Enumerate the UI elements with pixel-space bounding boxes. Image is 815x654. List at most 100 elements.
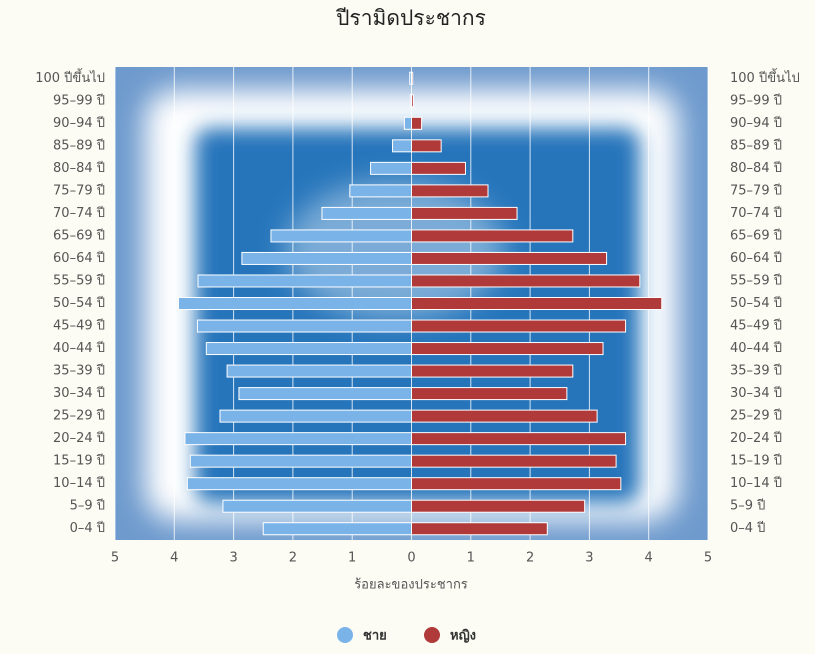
bar bbox=[411, 432, 627, 446]
y-tick-label-left: 0–4 ปี bbox=[70, 520, 105, 536]
x-axis-label: ร้อยละของประชากร bbox=[354, 578, 468, 593]
bar bbox=[321, 206, 412, 220]
y-tick-label-right: 30–34 ปี bbox=[730, 385, 782, 401]
y-tick-label-right: 90–94 ปี bbox=[730, 115, 782, 131]
x-tick-label: 4 bbox=[645, 551, 653, 566]
bar bbox=[205, 342, 412, 356]
bar bbox=[411, 116, 423, 130]
bar bbox=[411, 499, 586, 513]
bar bbox=[222, 499, 412, 513]
y-tick-label-right: 75–79 ปี bbox=[730, 182, 782, 198]
chart-title: ปีรามิดประชากร bbox=[335, 6, 486, 30]
y-tick-label-left: 50–54 ปี bbox=[53, 295, 105, 311]
y-tick-label-right: 0–4 ปี bbox=[730, 520, 765, 536]
y-tick-label-right: 80–84 ปี bbox=[730, 160, 782, 176]
y-tick-label-right: 10–14 ปี bbox=[730, 475, 782, 491]
y-tick-label-right: 45–49 ปี bbox=[730, 318, 782, 334]
y-tick-label-left: 80–84 ปี bbox=[53, 160, 105, 176]
bar bbox=[392, 139, 412, 153]
bar bbox=[177, 297, 412, 310]
y-tick-label-left: 30–34 ปี bbox=[53, 385, 105, 401]
bar bbox=[411, 206, 518, 220]
x-tick-label: 0 bbox=[407, 551, 415, 566]
bar bbox=[411, 274, 641, 288]
y-tick-label-left: 35–39 ปี bbox=[53, 363, 105, 379]
bar bbox=[403, 116, 413, 130]
y-tick-label-right: 5–9 ปี bbox=[730, 498, 765, 514]
bar bbox=[411, 251, 608, 265]
bar bbox=[270, 229, 413, 243]
y-tick-label-left: 45–49 ปี bbox=[53, 318, 105, 334]
x-tick-label: 1 bbox=[467, 551, 475, 566]
x-tick-label: 5 bbox=[704, 551, 712, 566]
y-tick-label-left: 5–9 ปี bbox=[70, 498, 105, 514]
x-tick-label: 3 bbox=[585, 551, 593, 566]
y-tick-label-left: 15–19 ปี bbox=[53, 453, 105, 469]
bar bbox=[219, 409, 412, 423]
y-tick-label-right: 60–64 ปี bbox=[730, 250, 782, 266]
bar bbox=[411, 387, 568, 401]
legend-marker[interactable] bbox=[337, 627, 353, 643]
bar bbox=[186, 477, 412, 491]
y-tick-label-left: 65–69 ปี bbox=[53, 227, 105, 243]
bar bbox=[349, 184, 413, 198]
bar bbox=[370, 161, 413, 175]
bar bbox=[411, 319, 627, 333]
y-tick-label-left: 20–24 ปี bbox=[53, 430, 105, 446]
bar bbox=[262, 522, 412, 536]
bar bbox=[411, 454, 617, 468]
legend-label[interactable]: ชาย bbox=[363, 629, 387, 644]
bar bbox=[411, 522, 548, 536]
bar bbox=[411, 184, 489, 198]
x-tick-label: 3 bbox=[229, 551, 237, 566]
bar bbox=[411, 297, 663, 310]
y-tick-label-left: 75–79 ปี bbox=[53, 182, 105, 198]
y-tick-label-left: 60–64 ปี bbox=[53, 250, 105, 266]
y-tick-label-left: 25–29 ปี bbox=[53, 408, 105, 424]
bar bbox=[184, 432, 412, 446]
bar bbox=[411, 409, 598, 423]
y-tick-label-right: 65–69 ปี bbox=[730, 227, 782, 243]
bar bbox=[241, 251, 412, 265]
x-tick-label: 2 bbox=[289, 551, 297, 566]
x-tick-label: 4 bbox=[170, 551, 178, 566]
y-tick-label-right: 50–54 ปี bbox=[730, 295, 782, 311]
bar bbox=[196, 319, 412, 333]
bar bbox=[411, 364, 574, 378]
bar bbox=[411, 94, 414, 108]
y-tick-label-right: 95–99 ปี bbox=[730, 92, 782, 108]
y-tick-label-right: 20–24 ปี bbox=[730, 430, 782, 446]
y-tick-label-left: 85–89 ปี bbox=[53, 137, 105, 153]
y-tick-label-right: 35–39 ปี bbox=[730, 363, 782, 379]
y-tick-label-right: 85–89 ปี bbox=[730, 137, 782, 153]
y-tick-label-left: 95–99 ปี bbox=[53, 92, 105, 108]
legend-marker[interactable] bbox=[424, 627, 440, 643]
bar bbox=[411, 229, 574, 243]
y-tick-label-left: 10–14 ปี bbox=[53, 475, 105, 491]
bar bbox=[189, 454, 412, 468]
y-tick-label-left: 40–44 ปี bbox=[53, 340, 105, 356]
x-tick-label: 1 bbox=[348, 551, 356, 566]
y-tick-label-left: 100 ปีขึ้นไป bbox=[35, 68, 105, 86]
y-tick-label-left: 70–74 ปี bbox=[53, 205, 105, 221]
y-tick-label-right: 100 ปีขึ้นไป bbox=[730, 68, 800, 86]
y-tick-label-right: 55–59 ปี bbox=[730, 272, 782, 288]
y-tick-label-left: 90–94 ปี bbox=[53, 115, 105, 131]
y-tick-label-right: 15–19 ปี bbox=[730, 453, 782, 469]
y-tick-label-left: 55–59 ปี bbox=[53, 272, 105, 288]
x-tick-label: 2 bbox=[526, 551, 534, 566]
y-tick-label-right: 25–29 ปี bbox=[730, 408, 782, 424]
bar bbox=[411, 71, 414, 85]
bar bbox=[411, 139, 442, 153]
y-tick-label-right: 70–74 ปี bbox=[730, 205, 782, 221]
y-tick-label-right: 40–44 ปี bbox=[730, 340, 782, 356]
x-tick-label: 5 bbox=[111, 551, 119, 566]
bar bbox=[411, 477, 622, 491]
bar bbox=[411, 342, 604, 356]
bar bbox=[238, 387, 412, 401]
bar bbox=[411, 161, 466, 175]
legend-label[interactable]: หญิง bbox=[450, 629, 476, 644]
bar bbox=[226, 364, 412, 378]
bar bbox=[197, 274, 412, 288]
